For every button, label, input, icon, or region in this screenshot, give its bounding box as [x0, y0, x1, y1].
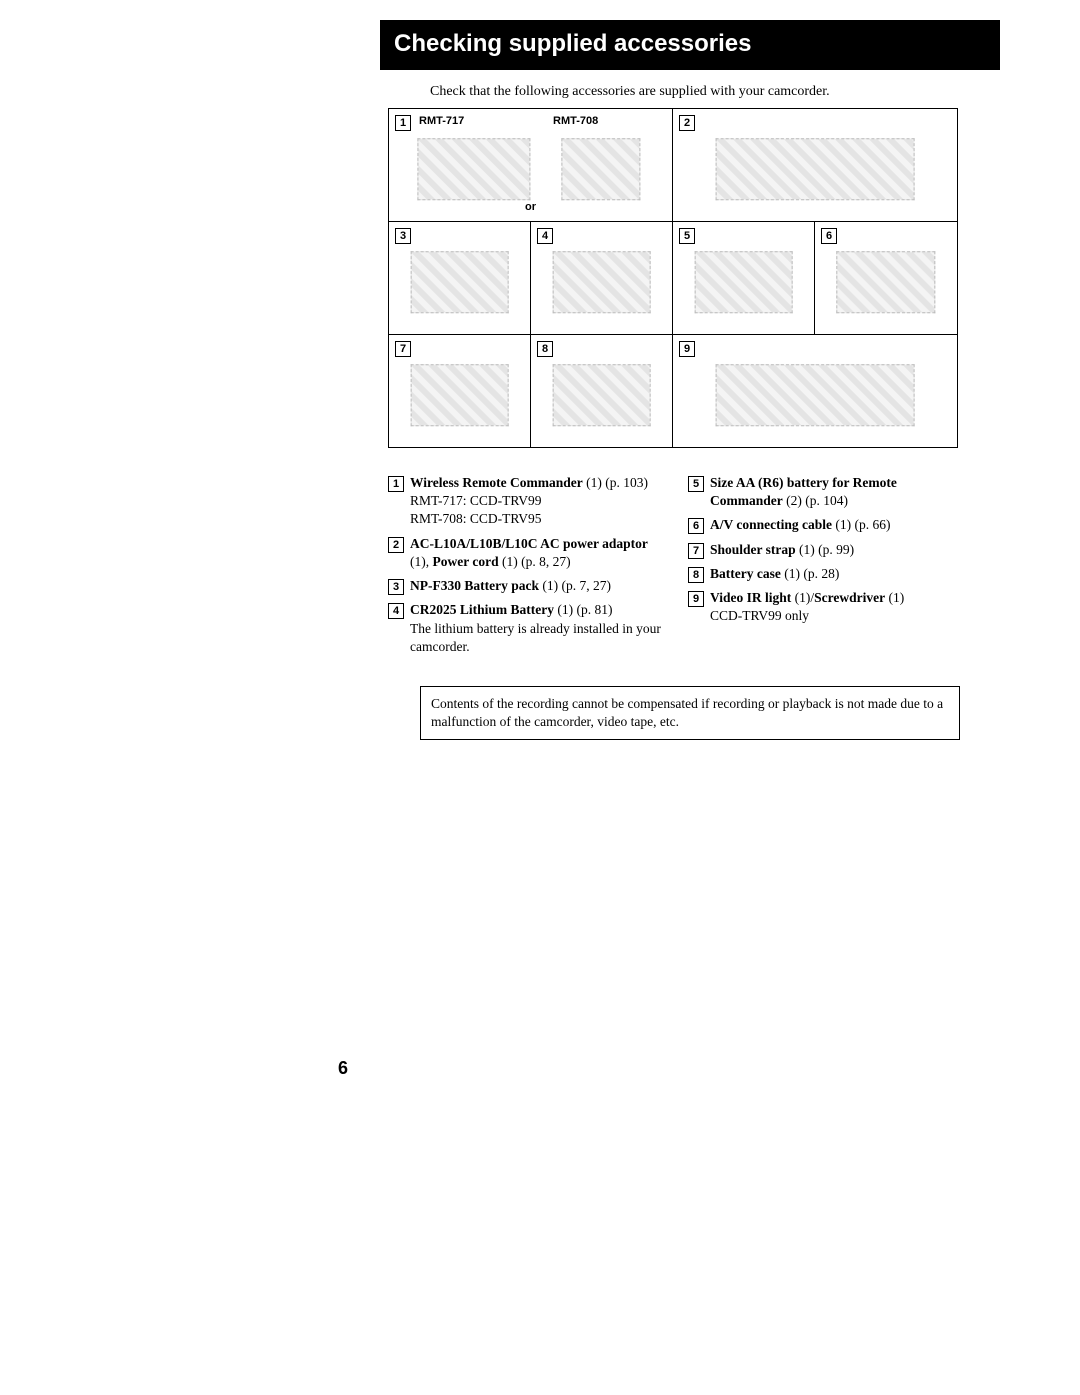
- list-item-7: 7 Shoulder strap (1) (p. 99): [688, 541, 968, 559]
- cell-number: 4: [537, 228, 553, 244]
- page-number: 6: [338, 1058, 348, 1079]
- cell-number: 1: [395, 115, 411, 131]
- av-cable-icon: [836, 252, 935, 314]
- item-number: 7: [688, 543, 704, 559]
- manual-page: Checking supplied accessories Check that…: [380, 20, 1000, 740]
- item-tail: (1) (p. 99): [796, 542, 854, 557]
- item-bold: NP-F330 Battery pack: [410, 578, 539, 593]
- accessory-list: 1 Wireless Remote Commander (1) (p. 103)…: [388, 474, 968, 662]
- item-number: 1: [388, 476, 404, 492]
- item-sub2: RMT-708: CCD-TRV95: [410, 510, 648, 528]
- item-text: Video IR light (1)/Screwdriver (1) CCD-T…: [710, 589, 904, 625]
- lithium-battery-icon: [552, 252, 651, 314]
- list-col-left: 1 Wireless Remote Commander (1) (p. 103)…: [388, 474, 668, 662]
- item-tail: (1),: [410, 554, 433, 569]
- item-text: Shoulder strap (1) (p. 99): [710, 541, 854, 559]
- aa-batteries-icon: [694, 252, 793, 314]
- item-tail: (2) (p. 104): [783, 493, 848, 508]
- item-bold: AC-L10A/L10B/L10C AC power adaptor: [410, 536, 648, 551]
- cell-number: 9: [679, 341, 695, 357]
- list-item-8: 8 Battery case (1) (p. 28): [688, 565, 968, 583]
- item-tail: (1) (p. 81): [554, 602, 612, 617]
- item-text: NP-F330 Battery pack (1) (p. 7, 27): [410, 577, 611, 595]
- grid-row-3: 7 8 9: [389, 335, 957, 447]
- item-number: 8: [688, 567, 704, 583]
- item-bold: A/V connecting cable: [710, 517, 832, 532]
- cell-number: 6: [821, 228, 837, 244]
- item-tail2: (1) (p. 8, 27): [499, 554, 571, 569]
- item-sub1: CCD-TRV99 only: [710, 607, 904, 625]
- list-col-right: 5 Size AA (R6) battery for Remote Comman…: [688, 474, 968, 662]
- ac-adaptor-icon: [716, 139, 915, 201]
- intro-text: Check that the following accessories are…: [430, 84, 1000, 100]
- item-bold2: Screwdriver: [814, 590, 885, 605]
- item-tail: (1) (p. 66): [832, 517, 890, 532]
- cell-7: 7: [389, 335, 531, 447]
- item-number: 4: [388, 603, 404, 619]
- accessory-grid: 1 RMT-717 RMT-708 or 2 3 4: [388, 108, 958, 448]
- item-tail2: (1): [885, 590, 904, 605]
- item-bold: Video IR light: [710, 590, 791, 605]
- item-tail: (1) (p. 7, 27): [539, 578, 611, 593]
- cell-4: 4: [531, 222, 673, 334]
- item-bold: Shoulder strap: [710, 542, 796, 557]
- item-text: Battery case (1) (p. 28): [710, 565, 839, 583]
- item-text: Size AA (R6) battery for Remote Commande…: [710, 474, 968, 510]
- item-text: A/V connecting cable (1) (p. 66): [710, 516, 890, 534]
- item-bold: Wireless Remote Commander: [410, 475, 583, 490]
- list-item-4: 4 CR2025 Lithium Battery (1) (p. 81) The…: [388, 601, 668, 656]
- item-number: 9: [688, 591, 704, 607]
- battery-pack-icon: [410, 252, 509, 314]
- item-text: CR2025 Lithium Battery (1) (p. 81) The l…: [410, 601, 668, 656]
- remote-717-icon: [417, 139, 530, 201]
- item-tail: (1)/: [791, 590, 814, 605]
- cell-label-left: RMT-717: [419, 115, 464, 127]
- cell-number: 7: [395, 341, 411, 357]
- item-text: AC-L10A/L10B/L10C AC power adaptor (1), …: [410, 535, 668, 571]
- cell-number: 3: [395, 228, 411, 244]
- item-number: 3: [388, 579, 404, 595]
- item-sub1: The lithium battery is already installed…: [410, 620, 668, 656]
- list-item-5: 5 Size AA (R6) battery for Remote Comman…: [688, 474, 968, 510]
- cell-number: 8: [537, 341, 553, 357]
- battery-case-icon: [552, 365, 651, 427]
- cell-9: 9: [673, 335, 957, 447]
- item-number: 6: [688, 518, 704, 534]
- cell-5: 5: [673, 222, 815, 334]
- disclaimer-box: Contents of the recording cannot be comp…: [420, 686, 960, 740]
- list-item-3: 3 NP-F330 Battery pack (1) (p. 7, 27): [388, 577, 668, 595]
- shoulder-strap-icon: [410, 365, 509, 427]
- item-tail: (1) (p. 103): [583, 475, 648, 490]
- item-text: Wireless Remote Commander (1) (p. 103) R…: [410, 474, 648, 529]
- item-bold: Battery case: [710, 566, 781, 581]
- list-item-2: 2 AC-L10A/L10B/L10C AC power adaptor (1)…: [388, 535, 668, 571]
- cell-3: 3: [389, 222, 531, 334]
- cell-1: 1 RMT-717 RMT-708 or: [389, 109, 673, 221]
- item-bold2: Power cord: [433, 554, 499, 569]
- cell-2: 2: [673, 109, 957, 221]
- cell-number: 2: [679, 115, 695, 131]
- item-number: 5: [688, 476, 704, 492]
- grid-row-2: 3 4 5 6: [389, 222, 957, 335]
- remote-708-icon: [562, 139, 641, 201]
- list-item-1: 1 Wireless Remote Commander (1) (p. 103)…: [388, 474, 668, 529]
- cell-8: 8: [531, 335, 673, 447]
- cell-label-right: RMT-708: [553, 115, 598, 127]
- item-sub1: RMT-717: CCD-TRV99: [410, 492, 648, 510]
- grid-row-1: 1 RMT-717 RMT-708 or 2: [389, 109, 957, 222]
- cell-number: 5: [679, 228, 695, 244]
- item-tail: (1) (p. 28): [781, 566, 839, 581]
- cell-6: 6: [815, 222, 957, 334]
- list-item-9: 9 Video IR light (1)/Screwdriver (1) CCD…: [688, 589, 968, 625]
- item-number: 2: [388, 537, 404, 553]
- item-bold: CR2025 Lithium Battery: [410, 602, 554, 617]
- ir-light-screwdriver-icon: [716, 365, 915, 427]
- list-item-6: 6 A/V connecting cable (1) (p. 66): [688, 516, 968, 534]
- or-label: or: [525, 201, 536, 213]
- section-title: Checking supplied accessories: [380, 20, 1000, 70]
